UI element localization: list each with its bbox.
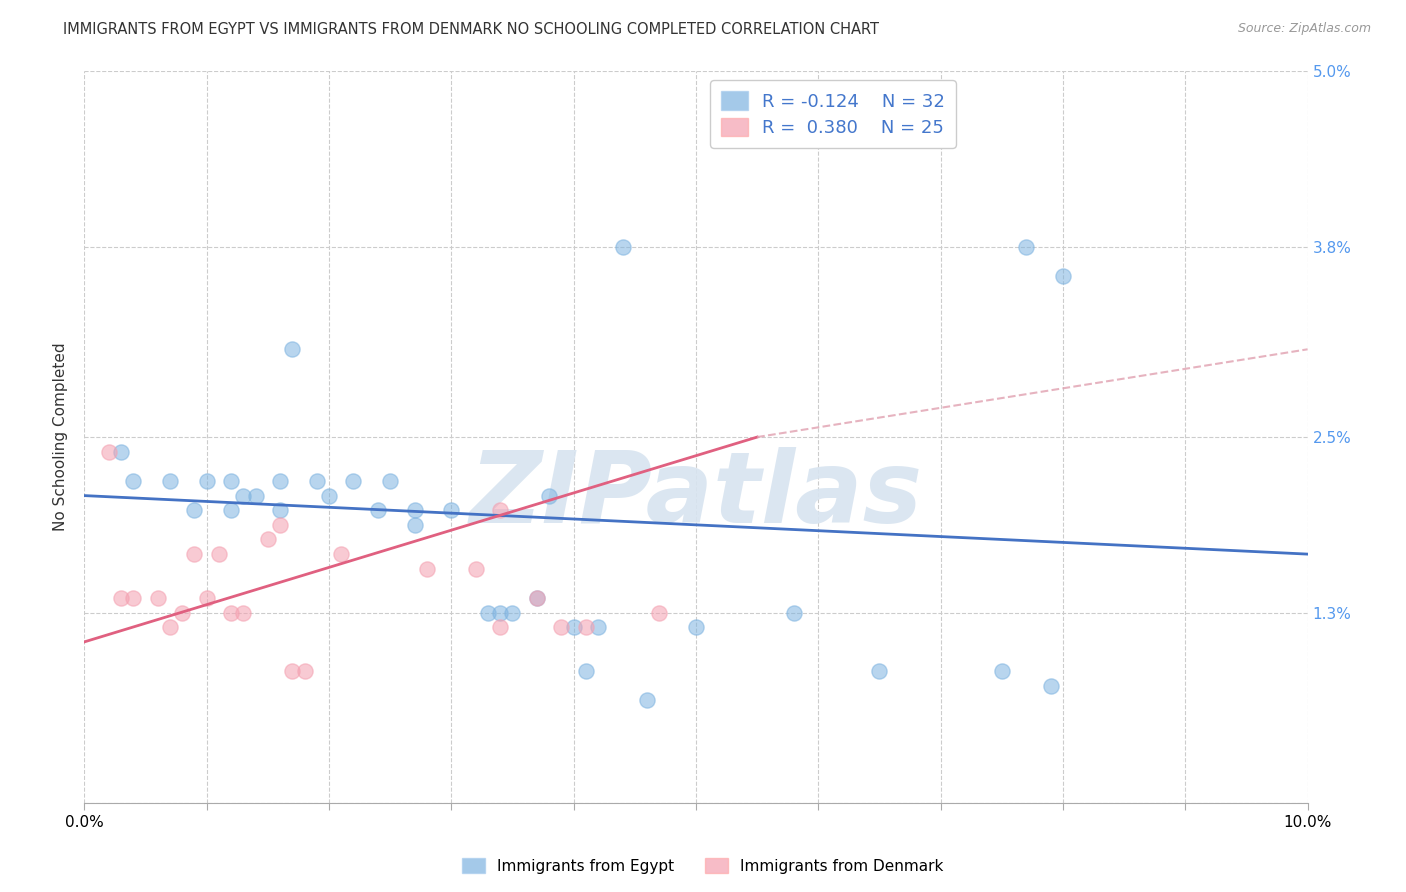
- Point: [305, 474, 328, 488]
- Point: [219, 606, 242, 620]
- Point: [195, 474, 218, 488]
- Point: [110, 444, 132, 458]
- Point: [648, 606, 671, 620]
- Legend: R = -0.124    N = 32, R =  0.380    N = 25: R = -0.124 N = 32, R = 0.380 N = 25: [710, 80, 956, 148]
- Point: [342, 474, 364, 488]
- Point: [575, 620, 598, 634]
- Point: [159, 474, 181, 488]
- Point: [783, 123, 806, 137]
- Point: [159, 620, 181, 634]
- Point: [110, 591, 132, 605]
- Point: [281, 343, 304, 357]
- Point: [294, 664, 316, 678]
- Point: [416, 562, 439, 576]
- Point: [575, 664, 598, 678]
- Point: [245, 489, 267, 503]
- Point: [586, 620, 609, 634]
- Point: [122, 474, 145, 488]
- Point: [208, 547, 231, 561]
- Point: [219, 474, 242, 488]
- Point: [464, 562, 486, 576]
- Text: IMMIGRANTS FROM EGYPT VS IMMIGRANTS FROM DENMARK NO SCHOOLING COMPLETED CORRELAT: IMMIGRANTS FROM EGYPT VS IMMIGRANTS FROM…: [63, 22, 879, 37]
- Point: [489, 620, 512, 634]
- Y-axis label: No Schooling Completed: No Schooling Completed: [53, 343, 69, 532]
- Point: [489, 606, 512, 620]
- Point: [195, 591, 218, 605]
- Point: [232, 489, 254, 503]
- Point: [146, 591, 169, 605]
- Point: [991, 664, 1014, 678]
- Text: Source: ZipAtlas.com: Source: ZipAtlas.com: [1237, 22, 1371, 36]
- Point: [367, 503, 389, 517]
- Point: [404, 517, 426, 532]
- Point: [380, 474, 402, 488]
- Point: [636, 693, 658, 707]
- Point: [685, 620, 707, 634]
- Text: ZIPatlas: ZIPatlas: [470, 447, 922, 544]
- Point: [269, 517, 291, 532]
- Point: [526, 591, 548, 605]
- Point: [538, 489, 561, 503]
- Point: [269, 474, 291, 488]
- Point: [269, 503, 291, 517]
- Point: [1039, 679, 1062, 693]
- Point: [550, 620, 572, 634]
- Point: [232, 606, 254, 620]
- Point: [1052, 269, 1074, 284]
- Point: [562, 620, 585, 634]
- Point: [489, 503, 512, 517]
- Point: [477, 606, 499, 620]
- Point: [318, 489, 340, 503]
- Point: [183, 503, 205, 517]
- Point: [219, 503, 242, 517]
- Point: [404, 503, 426, 517]
- Point: [612, 240, 634, 254]
- Point: [869, 664, 891, 678]
- Point: [330, 547, 353, 561]
- Legend: Immigrants from Egypt, Immigrants from Denmark: Immigrants from Egypt, Immigrants from D…: [456, 852, 950, 880]
- Point: [183, 547, 205, 561]
- Point: [122, 591, 145, 605]
- Point: [1015, 240, 1038, 254]
- Point: [440, 503, 463, 517]
- Point: [172, 606, 194, 620]
- Point: [257, 533, 280, 547]
- Point: [281, 664, 304, 678]
- Point: [97, 444, 120, 458]
- Point: [502, 606, 524, 620]
- Point: [783, 606, 806, 620]
- Point: [526, 591, 548, 605]
